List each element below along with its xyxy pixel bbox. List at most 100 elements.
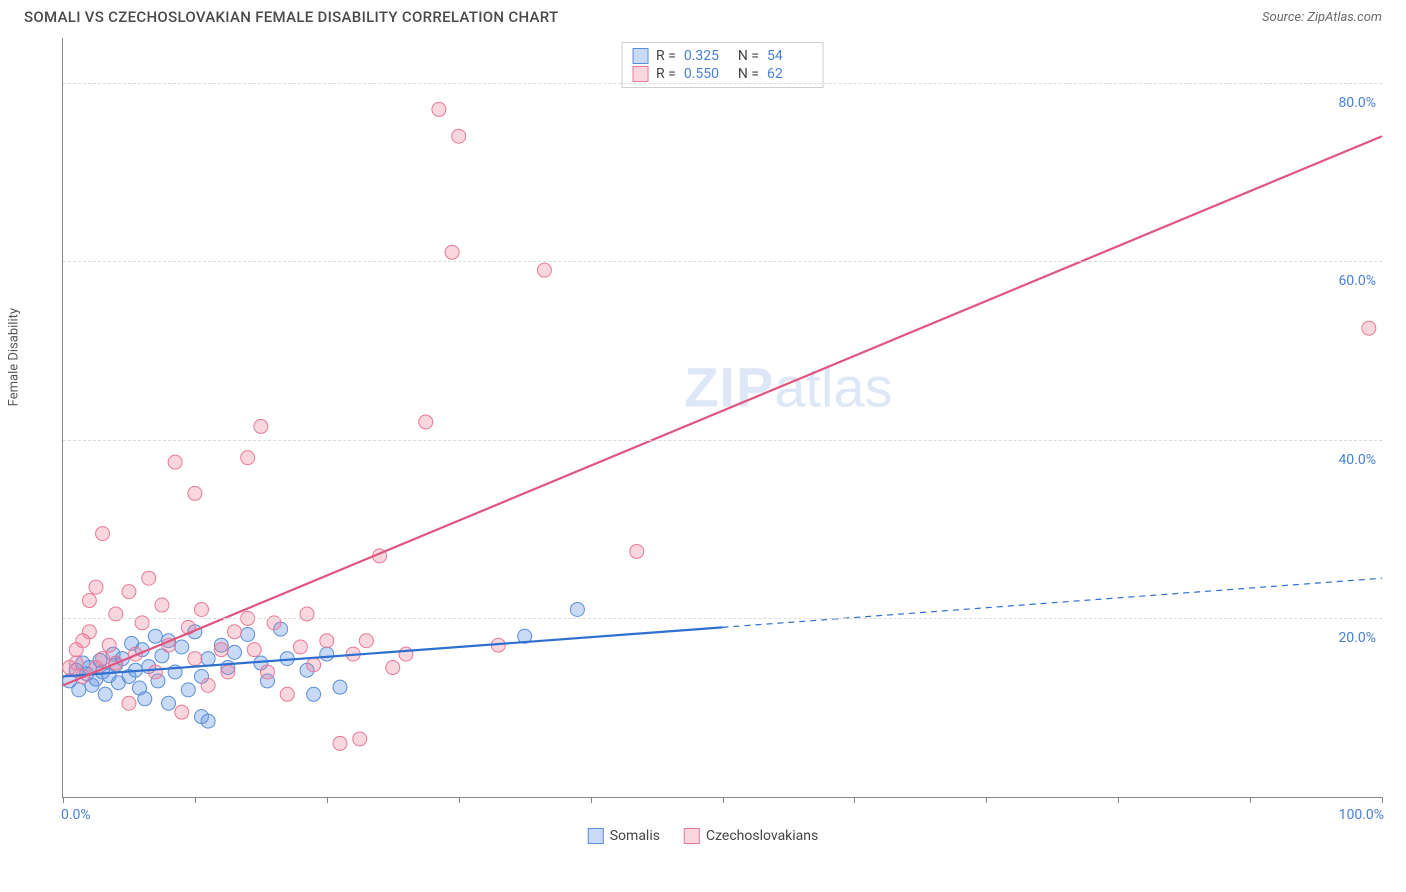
stat-r-label: R = (656, 48, 676, 64)
data-point (175, 640, 189, 654)
data-point (194, 602, 208, 616)
data-point (293, 640, 307, 654)
chart-source: Source: ZipAtlas.com (1262, 10, 1382, 25)
data-point (419, 415, 433, 429)
gridline (63, 618, 1382, 619)
data-point (1362, 321, 1376, 335)
legend-swatch (632, 66, 648, 82)
data-point (307, 658, 321, 672)
stat-r-value: 0.325 (684, 48, 730, 64)
stat-n-value: 54 (767, 48, 813, 64)
series-legend: Somalis Czechoslovakians (588, 828, 819, 844)
trend-line-extrapolated (723, 578, 1383, 627)
stats-legend: R = 0.325 N = 54 R = 0.550 N = 62 (621, 42, 824, 88)
data-point (98, 687, 112, 701)
gridline (63, 440, 1382, 441)
x-tick (63, 797, 64, 803)
data-point (254, 419, 268, 433)
data-point (353, 732, 367, 746)
trend-line (63, 136, 1382, 685)
stat-n-label: N = (738, 48, 759, 64)
data-point (82, 625, 96, 639)
x-tick (723, 797, 724, 803)
data-point (227, 645, 241, 659)
x-tick-label: 100.0% (1339, 807, 1384, 823)
chart-header: SOMALI VS CZECHOSLOVAKIAN FEMALE DISABIL… (0, 0, 1406, 38)
legend-swatch (588, 828, 604, 844)
data-point (122, 585, 136, 599)
data-point (221, 665, 235, 679)
stat-n-value: 62 (767, 66, 813, 82)
y-tick-label: 60.0% (1338, 273, 1376, 289)
data-point (247, 643, 261, 657)
data-point (96, 652, 110, 666)
data-point (333, 680, 347, 694)
data-point (89, 580, 103, 594)
data-point (148, 629, 162, 643)
x-tick (986, 797, 987, 803)
data-point (138, 692, 152, 706)
data-point (432, 102, 446, 116)
data-point (175, 705, 189, 719)
gridline (63, 261, 1382, 262)
data-point (445, 245, 459, 259)
data-point (570, 602, 584, 616)
data-point (320, 634, 334, 648)
data-point (241, 451, 255, 465)
x-tick (591, 797, 592, 803)
data-point (188, 652, 202, 666)
data-point (82, 594, 96, 608)
stat-n-label: N = (738, 66, 759, 82)
x-tick-label: 0.0% (61, 807, 91, 823)
data-point (122, 696, 136, 710)
data-point (69, 656, 83, 670)
x-tick (1250, 797, 1251, 803)
data-point (96, 527, 110, 541)
y-tick-label: 80.0% (1338, 95, 1376, 111)
data-point (168, 455, 182, 469)
x-tick (1118, 797, 1119, 803)
y-tick-label: 20.0% (1338, 630, 1376, 646)
data-point (155, 598, 169, 612)
chart-container: Female Disability ZIPatlas R =0.325N =54… (24, 38, 1382, 858)
stat-r-label: R = (656, 66, 676, 82)
data-point (72, 683, 86, 697)
data-point (201, 652, 215, 666)
y-axis-label: Female Disability (7, 308, 22, 406)
data-point (280, 687, 294, 701)
data-point (537, 263, 551, 277)
legend-label: Somalis (610, 828, 660, 844)
x-tick (195, 797, 196, 803)
gridline (63, 83, 1382, 84)
data-point (162, 696, 176, 710)
data-point (399, 647, 413, 661)
data-point (307, 687, 321, 701)
data-point (359, 634, 373, 648)
x-tick (459, 797, 460, 803)
data-point (214, 643, 228, 657)
data-point (201, 678, 215, 692)
x-tick (1382, 797, 1383, 803)
y-tick-label: 40.0% (1338, 452, 1376, 468)
legend-label: Czechoslovakians (706, 828, 818, 844)
data-point (333, 736, 347, 750)
chart-title: SOMALI VS CZECHOSLOVAKIAN FEMALE DISABIL… (24, 8, 558, 26)
x-tick (854, 797, 855, 803)
legend-swatch (632, 48, 648, 64)
data-point (142, 571, 156, 585)
data-point (201, 714, 215, 728)
legend-swatch (684, 828, 700, 844)
data-point (260, 665, 274, 679)
data-point (188, 486, 202, 500)
stats-legend-row: R = 0.550 N = 62 (632, 65, 813, 83)
data-point (241, 627, 255, 641)
plot-area: ZIPatlas R =0.325N =54R =0.550N =62 20.0… (62, 38, 1382, 798)
plot-svg (63, 38, 1382, 797)
data-point (181, 683, 195, 697)
stat-r-value: 0.550 (684, 66, 730, 82)
data-point (102, 638, 116, 652)
legend-item: Somalis (588, 828, 660, 844)
data-point (227, 625, 241, 639)
data-point (386, 661, 400, 675)
data-point (148, 665, 162, 679)
